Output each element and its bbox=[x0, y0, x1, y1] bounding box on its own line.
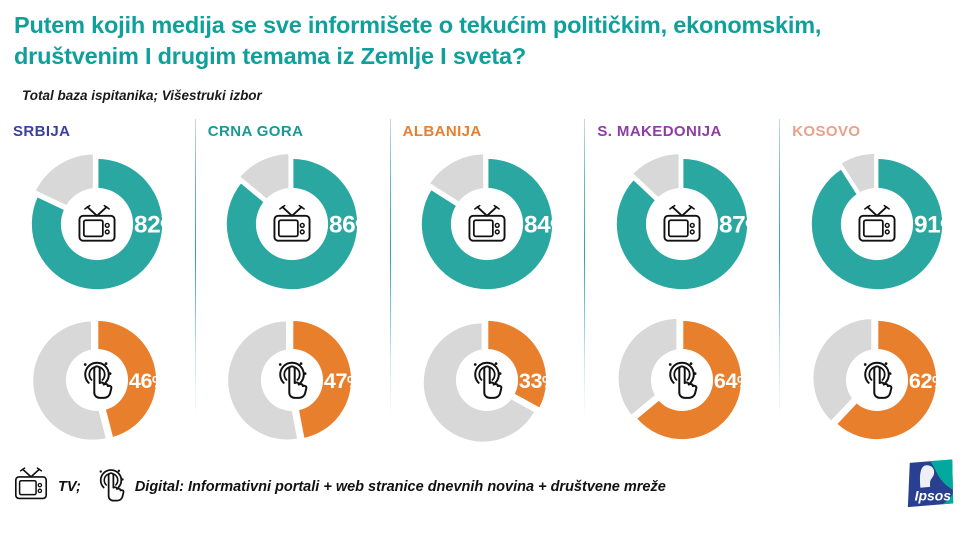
digital-donut-s-makedonija-remainder-slice bbox=[615, 316, 679, 418]
digital-tap-icon bbox=[99, 468, 125, 502]
legend-footer: TV; Digital: Informativni portali + web … bbox=[12, 457, 974, 517]
tv-icon bbox=[663, 204, 701, 242]
tv-donut-s-makedonija: 87% bbox=[613, 151, 757, 293]
ipsos-logo: Ipsos bbox=[904, 457, 958, 518]
page-title: Putem kojih medija se sve informišete o … bbox=[14, 12, 822, 69]
digital-donut-kosovo-remainder-slice bbox=[810, 316, 874, 424]
tv-donut-crna-gora: 86% bbox=[224, 151, 367, 293]
digital-donut-srbija-percent-label: 46% bbox=[129, 368, 166, 393]
country-column-s-makedonija: S. MAKEDONIJA 87% 64% bbox=[584, 119, 779, 449]
legend-tv: TV; bbox=[12, 466, 81, 508]
legend-digital: Digital: Informativni portali + web stra… bbox=[95, 466, 666, 509]
tv-icon bbox=[12, 466, 50, 508]
tv-icon bbox=[858, 204, 896, 242]
donut-charts-grid: SRBIJA 82% 46% CRNA GORA 86% 47% ALBANIJA 84% 33… bbox=[0, 119, 974, 449]
digital-donut-crna-gora: 47% bbox=[225, 318, 361, 443]
country-column-srbija: SRBIJA 82% 46% bbox=[0, 123, 195, 449]
digital-donut-s-makedonija-percent-label: 64% bbox=[714, 368, 751, 393]
tv-donut-albanija-percent-label: 84% bbox=[524, 212, 562, 239]
legend-tv-label: TV; bbox=[58, 479, 81, 496]
tv-donut-srbija-hole bbox=[61, 188, 134, 261]
chart-subtitle: Total baza ispitanika; Višestruki izbor bbox=[22, 88, 262, 104]
digital-donut-kosovo: 62% bbox=[810, 316, 946, 442]
digital-donut-albanija: 33% bbox=[421, 318, 556, 445]
ipsos-logo-mark: Ipsos bbox=[907, 459, 954, 507]
country-label-s-makedonija: S. MAKEDONIJA bbox=[597, 123, 722, 141]
country-label-srbija: SRBIJA bbox=[13, 123, 71, 141]
tv-donut-kosovo-hole bbox=[840, 188, 913, 261]
tv-donut-kosovo: 91% bbox=[808, 151, 952, 293]
country-column-kosovo: KOSOVO 91% 62% bbox=[779, 119, 974, 449]
country-label-crna-gora: CRNA GORA bbox=[207, 123, 304, 141]
tv-donut-crna-gora-hole bbox=[256, 188, 329, 261]
country-label-albanija: ALBANIJA bbox=[402, 123, 482, 141]
digital-donut-srbija: 46% bbox=[31, 318, 166, 443]
tv-donut-albanija: 84% bbox=[419, 151, 562, 293]
legend-digital-label: Digital: Informativni portali + web stra… bbox=[134, 479, 666, 496]
tv-icon bbox=[468, 204, 506, 242]
digital-tap-icon bbox=[95, 466, 127, 509]
tv-icon bbox=[273, 204, 311, 242]
tv-donut-srbija-percent-label: 82% bbox=[134, 212, 172, 239]
tv-donut-s-makedonija-percent-label: 87% bbox=[719, 212, 757, 239]
tv-donut-kosovo-percent-label: 91% bbox=[914, 212, 952, 239]
digital-donut-albanija-percent-label: 33% bbox=[519, 368, 556, 393]
digital-tap-icon bbox=[473, 361, 503, 399]
digital-tap-icon bbox=[863, 361, 892, 399]
country-column-crna-gora: CRNA GORA 86% 47% bbox=[194, 119, 390, 449]
digital-tap-icon bbox=[668, 361, 698, 399]
tv-donut-s-makedonija-hole bbox=[645, 188, 718, 261]
tv-icon bbox=[78, 204, 116, 242]
tv-donut-albanija-hole bbox=[450, 188, 524, 261]
tv-donut-srbija: 82% bbox=[29, 151, 172, 293]
country-label-kosovo: KOSOVO bbox=[792, 123, 861, 141]
country-column-albanija: ALBANIJA 84% 33% bbox=[389, 119, 585, 449]
digital-donut-crna-gora-percent-label: 47% bbox=[324, 368, 361, 393]
ipsos-logo-text: Ipsos bbox=[915, 487, 952, 503]
tv-donut-crna-gora-percent-label: 86% bbox=[329, 212, 367, 239]
digital-tap-icon bbox=[84, 361, 113, 399]
digital-donut-kosovo-percent-label: 62% bbox=[908, 368, 945, 393]
digital-tap-icon bbox=[279, 361, 308, 399]
tv-icon bbox=[14, 467, 48, 500]
digital-donut-s-makedonija: 64% bbox=[615, 316, 751, 442]
header: Putem kojih medija se sve informišete o … bbox=[0, 10, 974, 103]
